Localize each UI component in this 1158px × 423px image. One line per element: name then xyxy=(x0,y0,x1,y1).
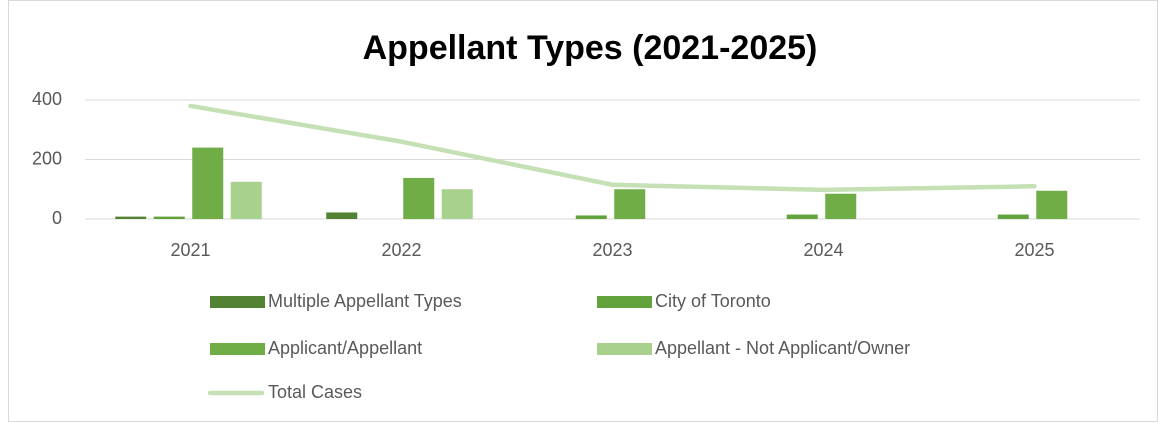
x-tick-label: 2024 xyxy=(803,240,843,260)
legend-label: Applicant/Appellant xyxy=(268,338,422,358)
bar xyxy=(997,214,1029,219)
bar xyxy=(192,147,224,219)
legend-label: Multiple Appellant Types xyxy=(268,291,462,311)
x-tick-label: 2023 xyxy=(592,240,632,260)
legend-label: City of Toronto xyxy=(655,291,771,311)
bar xyxy=(575,215,607,219)
bar xyxy=(825,193,857,219)
bar xyxy=(403,177,435,219)
legend-swatch xyxy=(210,343,265,355)
y-tick-label: 400 xyxy=(32,89,62,109)
legend-swatch xyxy=(210,296,265,308)
x-tick-label: 2025 xyxy=(1014,240,1054,260)
y-tick-label: 0 xyxy=(52,208,62,228)
bar xyxy=(230,181,262,219)
bar xyxy=(326,212,358,219)
y-tick-label: 200 xyxy=(32,148,62,168)
bar xyxy=(786,214,818,219)
chart-title: Appellant Types (2021-2025) xyxy=(363,29,818,67)
bar xyxy=(153,216,185,219)
x-tick-label: 2021 xyxy=(170,240,210,260)
legend-label: Appellant - Not Applicant/Owner xyxy=(655,338,910,358)
x-tick-label: 2022 xyxy=(381,240,421,260)
bar xyxy=(1036,190,1068,219)
legend-swatch xyxy=(597,343,652,355)
bar xyxy=(441,189,473,219)
bar xyxy=(614,189,646,219)
legend-label: Total Cases xyxy=(268,382,362,402)
bar xyxy=(115,216,147,219)
legend-swatch xyxy=(597,296,652,308)
line-series xyxy=(188,103,1037,193)
